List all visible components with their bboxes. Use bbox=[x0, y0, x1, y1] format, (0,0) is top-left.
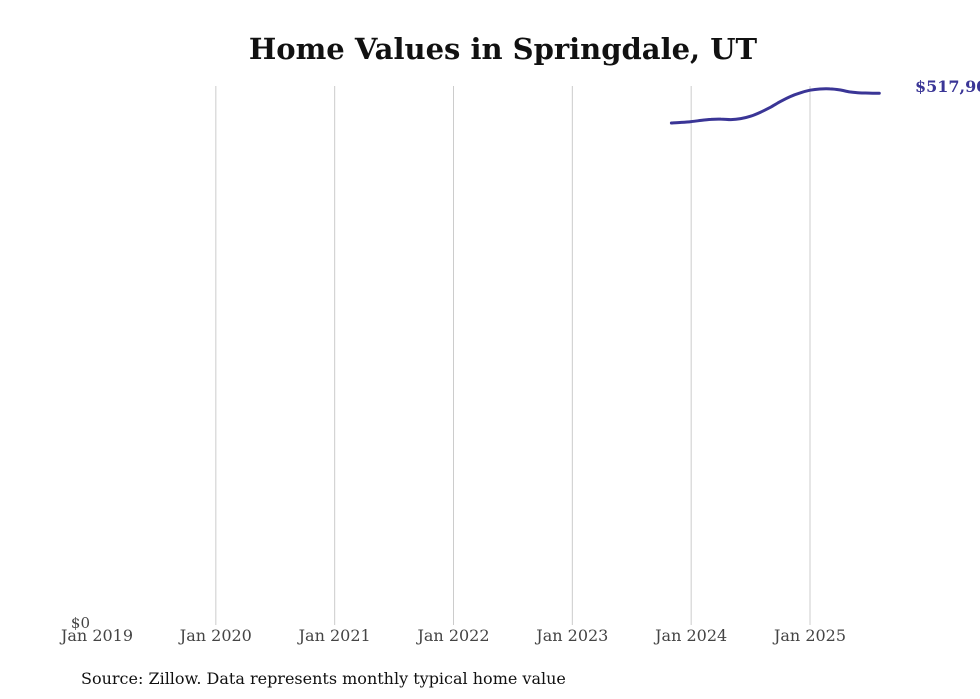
source-note: Source: Zillow. Data represents monthly … bbox=[81, 669, 566, 688]
x-tick-label: Jan 2022 bbox=[415, 626, 489, 645]
gridlines bbox=[215, 86, 811, 625]
chart-title: Home Values in Springdale, UT bbox=[249, 32, 758, 66]
series-end-label: $517,900 bbox=[915, 77, 980, 96]
x-tick-label: Jan 2023 bbox=[534, 626, 608, 645]
series-layer bbox=[669, 87, 881, 125]
x-tick-label: Jan 2019 bbox=[59, 626, 133, 645]
x-tick-label: Jan 2020 bbox=[178, 626, 252, 645]
y-axis-zero-label: $0 bbox=[71, 614, 90, 632]
x-axis-ticks: Jan 2019 Jan 2020 Jan 2021 Jan 2022 Jan 2023… bbox=[59, 626, 846, 645]
x-tick-label: Jan 2021 bbox=[297, 626, 371, 645]
series-line-0 bbox=[669, 87, 881, 125]
x-tick-label: Jan 2025 bbox=[772, 626, 846, 645]
x-tick-label: Jan 2024 bbox=[653, 626, 727, 645]
